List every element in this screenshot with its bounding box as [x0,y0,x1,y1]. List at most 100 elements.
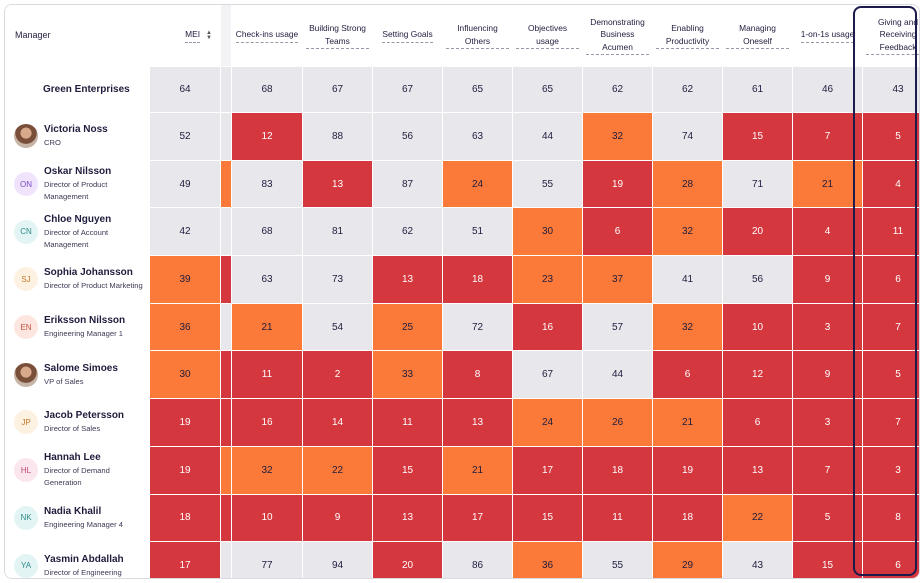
score-cell-oneself[interactable]: 12 [723,351,792,399]
score-cell-oneself[interactable]: 20 [723,208,792,256]
score-cell-oneself[interactable]: 71 [723,160,792,208]
score-cell-checkins[interactable]: 10 [232,494,302,542]
score-cell-checkins[interactable]: 63 [232,256,302,303]
score-cell-building[interactable]: 81 [303,208,372,256]
column-header-business[interactable]: Demonstrating Business Acumen [583,5,652,66]
score-cell-productivity[interactable]: 6 [653,351,722,399]
score-cell-feedback[interactable]: 5 [863,351,919,399]
score-cell-business[interactable]: 6 [583,208,652,256]
score-cell-oneonone[interactable]: 3 [793,399,862,446]
score-cell-productivity[interactable]: 74 [653,113,722,160]
score-cell-feedback[interactable]: 43 [863,67,919,112]
score-cell-productivity[interactable]: 18 [653,494,722,542]
score-cell-checkins[interactable]: 68 [232,67,302,112]
score-cell-goals[interactable]: 87 [373,160,442,208]
score-cell-objectives[interactable]: 55 [513,160,582,208]
score-cell-goals[interactable]: 56 [373,113,442,160]
column-header-building[interactable]: Building Strong Teams [303,5,372,66]
score-cell-oneself[interactable]: 10 [723,303,792,351]
score-cell-oneonone[interactable]: 9 [793,256,862,303]
score-cell-checkins[interactable]: 16 [232,399,302,446]
score-cell-influencing[interactable]: 8 [443,351,512,399]
score-cell-influencing[interactable]: 17 [443,494,512,542]
score-cell-goals[interactable]: 62 [373,208,442,256]
score-cell-feedback[interactable]: 5 [863,113,919,160]
score-cell-productivity[interactable]: 41 [653,256,722,303]
column-header-goals[interactable]: Setting Goals [373,5,442,66]
score-cell-building[interactable]: 14 [303,399,372,446]
score-cell-feedback[interactable]: 7 [863,303,919,351]
score-cell-oneonone[interactable]: 21 [793,160,862,208]
score-cell-objectives[interactable]: 23 [513,256,582,303]
manager-cell[interactable]: YA Yasmin Abdallah Director of Engineering [5,542,149,578]
score-cell-objectives[interactable]: 36 [513,542,582,578]
score-cell-objectives[interactable]: 65 [513,67,582,112]
score-cell-feedback[interactable]: 3 [863,446,919,494]
column-header-manager[interactable]: Manager [5,5,149,66]
score-cell-oneself[interactable]: 56 [723,256,792,303]
mei-score-cell[interactable]: 49 [150,160,220,208]
score-cell-oneself[interactable]: 22 [723,494,792,542]
manager-cell[interactable]: JP Jacob Petersson Director of Sales [5,399,149,446]
score-cell-influencing[interactable]: 65 [443,67,512,112]
score-cell-checkins[interactable]: 83 [232,160,302,208]
score-cell-oneonone[interactable]: 46 [793,67,862,112]
score-cell-oneself[interactable]: 61 [723,67,792,112]
mei-score-cell[interactable]: 19 [150,446,220,494]
manager-cell[interactable]: ON Oskar Nilsson Director of Product Manag… [5,160,149,208]
score-cell-goals[interactable]: 33 [373,351,442,399]
score-cell-oneonone[interactable]: 9 [793,351,862,399]
score-cell-business[interactable]: 32 [583,113,652,160]
score-cell-oneself[interactable]: 13 [723,446,792,494]
score-cell-building[interactable]: 13 [303,160,372,208]
score-cell-feedback[interactable]: 4 [863,160,919,208]
column-header-checkins[interactable]: Check-ins usage [232,5,302,66]
score-cell-business[interactable]: 44 [583,351,652,399]
score-cell-goals[interactable]: 20 [373,542,442,578]
score-cell-influencing[interactable]: 21 [443,446,512,494]
score-cell-productivity[interactable]: 32 [653,208,722,256]
score-cell-objectives[interactable]: 24 [513,399,582,446]
mei-score-cell[interactable]: 39 [150,256,220,303]
score-cell-goals[interactable]: 13 [373,256,442,303]
mei-score-cell[interactable]: 36 [150,303,220,351]
score-cell-building[interactable]: 9 [303,494,372,542]
score-cell-building[interactable]: 67 [303,67,372,112]
score-cell-productivity[interactable]: 32 [653,303,722,351]
score-cell-building[interactable]: 2 [303,351,372,399]
score-cell-business[interactable]: 55 [583,542,652,578]
column-header-influencing[interactable]: Influencing Others [443,5,512,66]
score-cell-feedback[interactable]: 11 [863,208,919,256]
score-cell-feedback[interactable]: 7 [863,399,919,446]
score-cell-checkins[interactable]: 68 [232,208,302,256]
score-cell-influencing[interactable]: 51 [443,208,512,256]
score-cell-oneonone[interactable]: 4 [793,208,862,256]
score-cell-business[interactable]: 37 [583,256,652,303]
score-cell-goals[interactable]: 67 [373,67,442,112]
score-cell-objectives[interactable]: 30 [513,208,582,256]
score-cell-building[interactable]: 22 [303,446,372,494]
score-cell-building[interactable]: 73 [303,256,372,303]
column-header-oneself[interactable]: Managing Oneself [723,5,792,66]
score-cell-influencing[interactable]: 24 [443,160,512,208]
mei-score-cell[interactable]: 42 [150,208,220,256]
mei-score-cell[interactable]: 18 [150,494,220,542]
column-header-mei[interactable]: MEI ▲ ▼ [150,5,220,66]
manager-cell[interactable]: EN Eriksson Nilsson Engineering Manager 1 [5,303,149,351]
score-cell-productivity[interactable]: 19 [653,446,722,494]
score-cell-checkins[interactable]: 11 [232,351,302,399]
score-cell-objectives[interactable]: 17 [513,446,582,494]
score-cell-building[interactable]: 94 [303,542,372,578]
score-cell-feedback[interactable]: 6 [863,542,919,578]
score-cell-influencing[interactable]: 72 [443,303,512,351]
manager-cell[interactable]: Salome Simoes VP of Sales [5,351,149,399]
column-header-feedback[interactable]: Giving and Receiving Feedback [863,5,919,66]
score-cell-feedback[interactable]: 6 [863,256,919,303]
score-cell-checkins[interactable]: 77 [232,542,302,578]
score-cell-oneonone[interactable]: 3 [793,303,862,351]
column-header-oneonone[interactable]: 1-on-1s usage [793,5,862,66]
score-cell-goals[interactable]: 13 [373,494,442,542]
score-cell-productivity[interactable]: 21 [653,399,722,446]
manager-cell[interactable]: SJ Sophia Johansson Director of Product Ma… [5,256,149,303]
score-cell-oneself[interactable]: 6 [723,399,792,446]
